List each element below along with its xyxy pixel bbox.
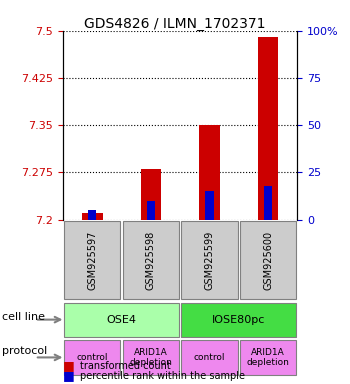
Bar xyxy=(82,214,103,220)
Bar xyxy=(147,201,155,220)
Text: protocol: protocol xyxy=(2,346,47,356)
FancyBboxPatch shape xyxy=(64,303,179,337)
Text: cell line: cell line xyxy=(2,312,45,322)
Text: ARID1A
depletion: ARID1A depletion xyxy=(130,348,172,367)
Text: GDS4826 / ILMN_1702371: GDS4826 / ILMN_1702371 xyxy=(84,17,266,31)
FancyBboxPatch shape xyxy=(181,303,296,337)
Text: GSM925597: GSM925597 xyxy=(87,230,97,290)
Text: GSM925598: GSM925598 xyxy=(146,231,156,290)
Bar xyxy=(141,169,161,220)
Bar xyxy=(199,125,220,220)
Bar xyxy=(205,191,214,220)
FancyBboxPatch shape xyxy=(123,221,179,299)
Text: control: control xyxy=(77,353,108,362)
FancyBboxPatch shape xyxy=(181,340,238,375)
Text: transformed count: transformed count xyxy=(80,361,171,371)
Text: ■: ■ xyxy=(63,359,75,372)
Text: GSM925599: GSM925599 xyxy=(204,231,215,290)
Text: percentile rank within the sample: percentile rank within the sample xyxy=(80,371,245,381)
FancyBboxPatch shape xyxy=(240,340,296,375)
Bar xyxy=(264,186,272,220)
Bar xyxy=(258,37,279,220)
FancyBboxPatch shape xyxy=(64,340,120,375)
FancyBboxPatch shape xyxy=(240,221,296,299)
Text: OSE4: OSE4 xyxy=(107,314,136,324)
FancyBboxPatch shape xyxy=(181,221,238,299)
Text: ARID1A
depletion: ARID1A depletion xyxy=(247,348,289,367)
Text: ■: ■ xyxy=(63,369,75,382)
Text: control: control xyxy=(194,353,225,362)
Text: GSM925600: GSM925600 xyxy=(263,231,273,290)
FancyBboxPatch shape xyxy=(64,221,120,299)
FancyBboxPatch shape xyxy=(123,340,179,375)
Bar xyxy=(88,210,96,220)
Text: IOSE80pc: IOSE80pc xyxy=(212,314,266,324)
